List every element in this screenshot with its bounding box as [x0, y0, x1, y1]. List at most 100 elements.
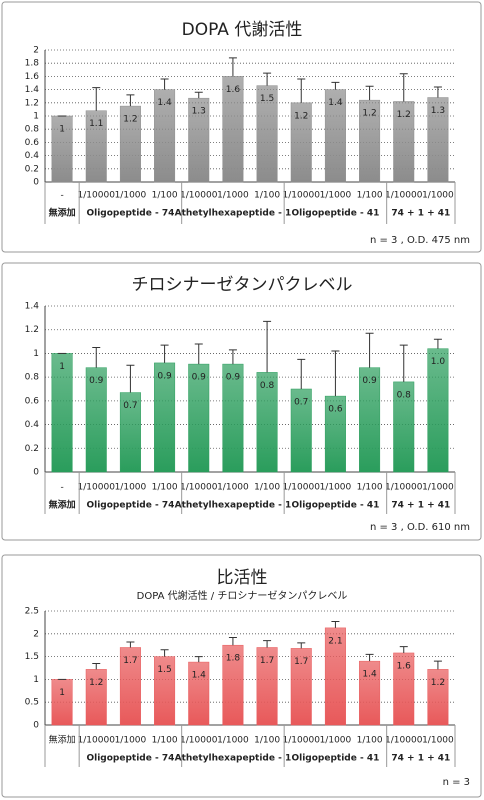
value-label: 1 [59, 688, 65, 698]
error-bar [194, 343, 203, 365]
x-tick-label: 1/100 [254, 483, 280, 493]
value-label: 0.7 [123, 401, 137, 411]
group-label: 無添加 [49, 207, 76, 219]
x-tick-label: 無添加 [49, 734, 76, 746]
chart-subtitle: DOPA 代謝活性 / チロシナーゼタンパクレベル [137, 589, 348, 602]
value-label: 1.8 [226, 654, 241, 664]
x-tick-label: 1/10000 [385, 191, 423, 201]
x-tick-label: 1/1000 [422, 736, 454, 746]
x-tick-label: 1/10000 [180, 191, 218, 201]
value-label: 1.3 [192, 107, 206, 117]
error-bar [194, 91, 203, 99]
error-bar [433, 338, 442, 349]
y-tick-label: 2.5 [25, 607, 39, 617]
value-label: 0.7 [294, 398, 308, 408]
error-bar [331, 350, 340, 397]
value-label: 0.9 [89, 376, 104, 386]
x-tick-label: 1/100 [152, 483, 178, 493]
error-bar [365, 85, 374, 101]
value-label: 1.1 [89, 119, 103, 129]
group-label: Athetylhexapeptide - 1 [175, 501, 292, 511]
error-bar [160, 78, 169, 90]
error-bar [126, 364, 135, 393]
x-tick-label: 1/10000 [180, 483, 218, 493]
error-bar [263, 640, 272, 648]
bar [51, 679, 73, 726]
x-tick-label: 1/1000 [217, 191, 249, 201]
error-bar [399, 344, 408, 382]
group-label: Athetylhexapeptide - 1 [175, 754, 292, 764]
value-label: 1.7 [123, 656, 137, 666]
value-label: 1.3 [431, 106, 445, 116]
x-tick-label: 1/10000 [180, 736, 218, 746]
y-tick-label: 2 [33, 46, 39, 56]
x-tick-label: 1/100 [152, 736, 178, 746]
x-tick-label: 1/10000 [78, 736, 116, 746]
group-label: 74 + 1 + 41 [391, 209, 450, 219]
error-bar [92, 87, 101, 111]
group-label: Oligopeptide - 41 [291, 754, 379, 764]
x-tick-label: 1/100 [357, 191, 383, 201]
x-tick-label: 1/10000 [78, 191, 116, 201]
x-tick-label: 1/1000 [217, 483, 249, 493]
value-label: 0.9 [192, 373, 207, 383]
x-tick-label: - [60, 483, 63, 493]
value-label: 1.2 [397, 110, 411, 120]
y-tick-label: 0.4 [25, 151, 40, 161]
y-tick-label: 0.8 [25, 373, 40, 383]
y-tick-label: 0.8 [25, 125, 40, 135]
group-label: 無添加 [49, 499, 76, 511]
error-bar [228, 636, 237, 646]
value-label: 1.2 [123, 115, 137, 125]
x-tick-label: 1/1000 [320, 736, 352, 746]
chart-title: DOPA 代謝活性 [182, 20, 303, 40]
error-bar [92, 662, 101, 670]
y-tick-label: 1.5 [25, 652, 39, 662]
value-label: 0.9 [226, 373, 241, 383]
value-label: 1.4 [192, 671, 207, 681]
y-tick-label: 0 [33, 721, 39, 731]
value-label: 1.7 [294, 657, 308, 667]
value-label: 1.0 [431, 357, 446, 367]
error-bar [297, 78, 306, 103]
error-bar [263, 72, 272, 86]
error-bar [126, 94, 135, 107]
value-label: 1.4 [328, 98, 343, 108]
x-tick-label: 1/1000 [115, 736, 147, 746]
x-tick-label: 1/10000 [283, 736, 321, 746]
value-label: 1.2 [362, 109, 376, 119]
x-tick-label: 1/1000 [115, 483, 147, 493]
chart-title: 比活性 [217, 568, 268, 588]
value-label: 1.6 [226, 85, 241, 95]
x-tick-label: 1/100 [254, 736, 280, 746]
y-tick-label: 1.2 [25, 98, 39, 108]
group-label: Oligopeptide - 74 [86, 501, 174, 511]
value-label: 1.4 [157, 98, 172, 108]
y-tick-label: 0 [33, 178, 39, 188]
x-tick-label: 1/100 [254, 191, 280, 201]
x-tick-label: 1/100 [357, 483, 383, 493]
note: n = 3 , O.D. 610 nm [370, 522, 470, 533]
error-bar [92, 347, 101, 368]
value-label: 1.4 [362, 670, 377, 680]
y-tick-label: 0.2 [25, 164, 39, 174]
x-tick-label: 1/1000 [320, 191, 352, 201]
value-label: 0.9 [157, 371, 172, 381]
error-bar [365, 653, 374, 662]
group-label: 74 + 1 + 41 [391, 754, 450, 764]
error-bar [433, 660, 442, 670]
x-tick-label: 1/1000 [320, 483, 352, 493]
group-label: Oligopeptide - 74 [86, 754, 174, 764]
value-label: 1.2 [294, 111, 308, 121]
value-label: 1.6 [397, 661, 412, 671]
group-label: Oligopeptide - 74 [86, 209, 174, 219]
y-tick-label: 1 [33, 349, 39, 359]
value-label: 0.9 [362, 376, 377, 386]
group-label: Oligopeptide - 41 [291, 209, 379, 219]
note: n = 3 [443, 777, 470, 788]
error-bar [297, 642, 306, 649]
x-tick-label: 1/10000 [78, 483, 116, 493]
y-tick-label: 1.4 [25, 85, 40, 95]
x-tick-label: 1/10000 [283, 483, 321, 493]
y-tick-label: 2 [33, 629, 39, 639]
